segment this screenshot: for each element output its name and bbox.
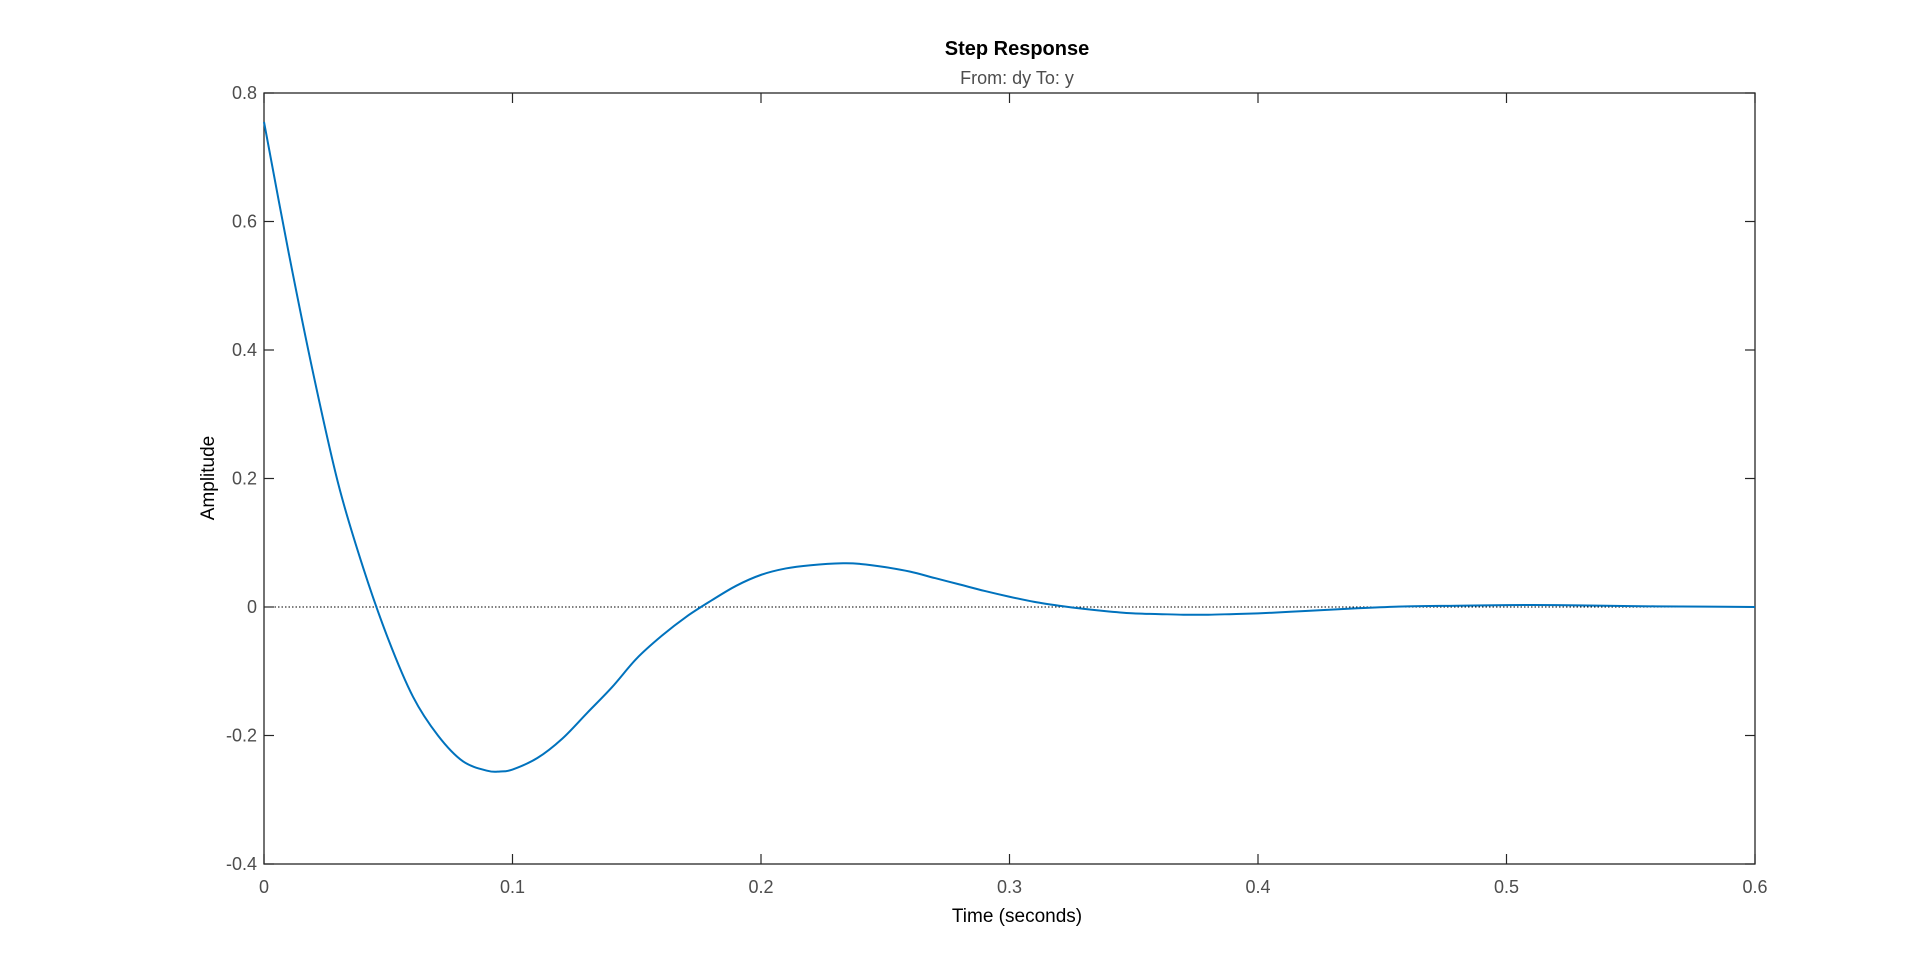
x-tick-label: 0.2	[748, 877, 773, 897]
x-axis-label: Time (seconds)	[952, 906, 1082, 927]
x-tick-label: 0.3	[997, 877, 1022, 897]
axes-box	[263, 92, 1756, 865]
chart-subtitle: From: dy To: y	[960, 68, 1074, 88]
y-tick-label: -0.4	[226, 854, 257, 874]
chart-title: Step Response	[945, 38, 1089, 60]
x-tick-label: 0.6	[1742, 877, 1767, 897]
y-axis-label: Amplitude	[198, 436, 219, 521]
plot-area: 0 0.1 0.2 0.3 0.4 0.5 0.6 -0.4 -0.2 0 0.2 0.4 0.6 0.8	[226, 83, 1768, 897]
step-response-line	[263, 121, 1756, 773]
x-tick-label: 0.5	[1494, 877, 1519, 897]
y-tick-label: 0.6	[232, 212, 257, 232]
x-tick-label: 0.4	[1245, 877, 1270, 897]
y-tick-label: -0.2	[226, 726, 257, 746]
x-tick-label: 0	[259, 877, 269, 897]
y-tick-label: 0.8	[232, 83, 257, 103]
y-tick-label: 0	[247, 597, 257, 617]
x-tick-label: 0.1	[500, 877, 525, 897]
y-tick-label: 0.4	[232, 340, 257, 360]
y-tick-label: 0.2	[232, 469, 257, 489]
